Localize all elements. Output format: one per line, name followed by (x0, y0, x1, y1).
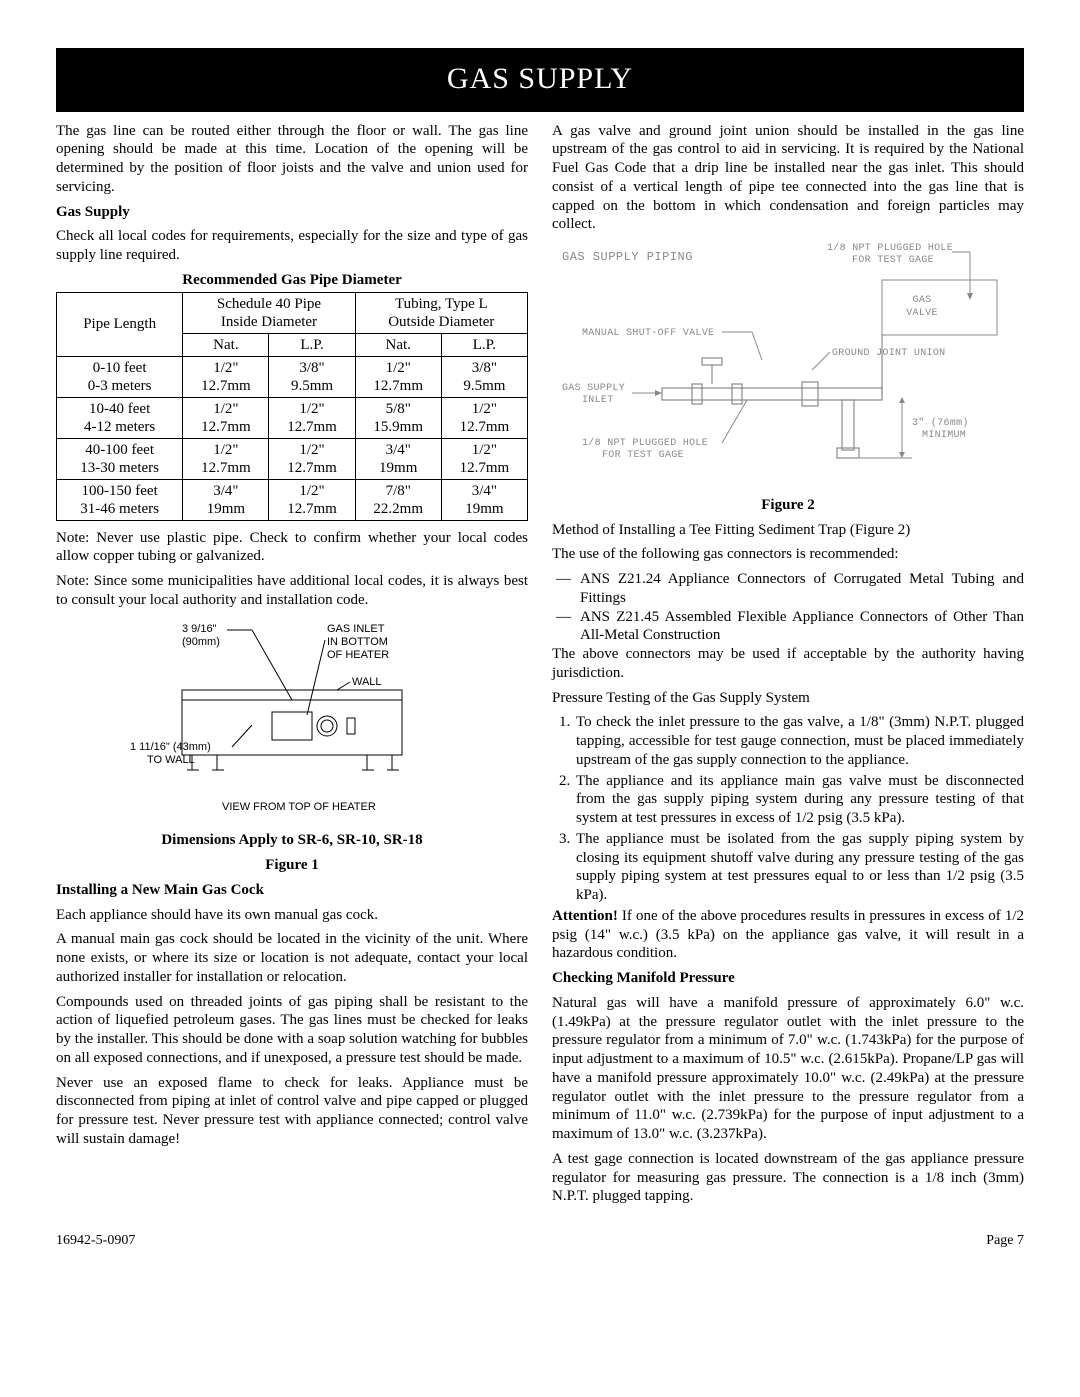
table-cell: 100-150 feet31-46 meters (57, 479, 183, 520)
recommend: The use of the following gas connectors … (552, 545, 1024, 564)
f1-dim1mm: (90mm) (182, 636, 220, 648)
heading-install: Installing a New Main Gas Cock (56, 881, 528, 900)
footer-right: Page 7 (986, 1232, 1024, 1250)
content-columns: The gas line can be routed either throug… (56, 122, 1024, 1213)
f2-gas: GAS (913, 295, 932, 306)
th-lp1: L.P. (269, 333, 355, 356)
pressure-steps: To check the inlet pressure to the gas v… (552, 713, 1024, 905)
table-cell: 1/2"12.7mm (183, 438, 269, 479)
dims-apply: Dimensions Apply to SR-6, SR-10, SR-18 (56, 831, 528, 850)
table-cell: 1/2"12.7mm (183, 397, 269, 438)
intro-para: The gas line can be routed either throug… (56, 122, 528, 197)
f2-inlet1: GAS SUPPLY (562, 383, 625, 394)
table-cell: 1/2"12.7mm (441, 397, 527, 438)
th-pipe-length: Pipe Length (57, 292, 183, 356)
gas-supply-para: Check all local codes for requirements, … (56, 227, 528, 265)
pipe-table: Pipe Length Schedule 40 PipeInside Diame… (56, 292, 528, 521)
table-title: Recommended Gas Pipe Diameter (56, 271, 528, 290)
table-cell: 3/4"19mm (355, 438, 441, 479)
f2-manual: MANUAL SHUT-OFF VALVE (582, 328, 714, 339)
f2-min2: MINIMUM (922, 430, 966, 441)
f2-npt-top2: FOR TEST GAGE (852, 255, 934, 266)
install-p2: A manual main gas cock should be located… (56, 930, 528, 986)
note1: Note: Never use plastic pipe. Check to c… (56, 529, 528, 567)
manifold-para: Natural gas will have a manifold pressur… (552, 994, 1024, 1144)
fig2-label: Figure 2 (552, 496, 1024, 515)
list-item: ANS Z21.45 Assembled Flexible Appliance … (552, 608, 1024, 646)
f1-view: VIEW FROM TOP OF HEATER (222, 801, 376, 813)
f2-title: GAS SUPPLY PIPING (562, 250, 693, 264)
f2-ground: GROUND JOINT UNION (832, 348, 945, 359)
install-p4: Never use an exposed flame to check for … (56, 1074, 528, 1149)
list-item: The appliance and its appliance main gas… (574, 772, 1024, 828)
table-cell: 3/4"19mm (183, 479, 269, 520)
heading-pressure: Pressure Testing of the Gas Supply Syste… (552, 689, 1024, 708)
f2-nptb1: 1/8 NPT PLUGGED HOLE (582, 437, 708, 449)
table-cell: 10-40 feet4-12 meters (57, 397, 183, 438)
table-cell: 1/2"12.7mm (269, 438, 355, 479)
figure-2: GAS SUPPLY PIPING 1/8 NPT PLUGGED HOLE F… (552, 240, 1012, 490)
table-cell: 1/2"12.7mm (269, 397, 355, 438)
f1-gasinlet: GAS INLET (327, 623, 385, 635)
th-nat2: Nat. (355, 333, 441, 356)
table-cell: 0-10 feet0-3 meters (57, 356, 183, 397)
footer-left: 16942-5-0907 (56, 1232, 135, 1250)
page-title: GAS SUPPLY (56, 48, 1024, 112)
table-cell: 7/8"22.2mm (355, 479, 441, 520)
f1-dim1: 3 9/16" (182, 623, 217, 635)
table-cell: 1/2"12.7mm (355, 356, 441, 397)
heading-gas-supply: Gas Supply (56, 203, 528, 222)
right-column: A gas valve and ground joint union shoul… (552, 122, 1024, 1213)
table-cell: 3/4"19mm (441, 479, 527, 520)
th-sched40: Schedule 40 PipeInside Diameter (183, 292, 355, 333)
fig1-label: Figure 1 (56, 856, 528, 875)
table-cell: 1/2"12.7mm (183, 356, 269, 397)
th-lp2: L.P. (441, 333, 527, 356)
connectors-list: ANS Z21.24 Appliance Connectors of Corru… (552, 570, 1024, 645)
f2-nptb2: FOR TEST GAGE (602, 450, 684, 461)
attention-para: Attention! If one of the above procedure… (552, 907, 1024, 963)
left-column: The gas line can be routed either throug… (56, 122, 528, 1213)
f2-inlet2: INLET (582, 395, 614, 406)
figure-1: 3 9/16" (90mm) GAS INLET IN BOTTOM OF HE… (122, 620, 462, 826)
list-item: To check the inlet pressure to the gas v… (574, 713, 1024, 769)
f1-dim2: 1 11/16" (43mm) (130, 741, 211, 753)
table-cell: 3/8"9.5mm (269, 356, 355, 397)
table-cell: 1/2"12.7mm (441, 438, 527, 479)
table-cell: 5/8"15.9mm (355, 397, 441, 438)
table-cell: 3/8"9.5mm (441, 356, 527, 397)
right-intro: A gas valve and ground joint union shoul… (552, 122, 1024, 235)
above-conn: The above connectors may be used if acce… (552, 645, 1024, 683)
f2-npt-top1: 1/8 NPT PLUGGED HOLE (827, 242, 953, 254)
f1-ofheater: OF HEATER (327, 649, 389, 661)
f1-inbottom: IN BOTTOM (327, 636, 388, 648)
install-p1: Each appliance should have its own manua… (56, 906, 528, 925)
test-gage-para: A test gage connection is located downst… (552, 1150, 1024, 1206)
th-nat1: Nat. (183, 333, 269, 356)
table-cell: 40-100 feet13-30 meters (57, 438, 183, 479)
note2: Note: Since some municipalities have add… (56, 572, 528, 610)
page-footer: 16942-5-0907 Page 7 (56, 1232, 1024, 1250)
method: Method of Installing a Tee Fitting Sedim… (552, 521, 1024, 540)
heading-manifold: Checking Manifold Pressure (552, 969, 1024, 988)
th-tubing: Tubing, Type LOutside Diameter (355, 292, 527, 333)
install-p3: Compounds used on threaded joints of gas… (56, 993, 528, 1068)
list-item: ANS Z21.24 Appliance Connectors of Corru… (552, 570, 1024, 608)
list-item: The appliance must be isolated from the … (574, 830, 1024, 905)
attention-text: If one of the above procedures results i… (552, 908, 1024, 962)
f2-valve: VALVE (906, 308, 938, 319)
f2-min1: 3" (76mm) (912, 417, 969, 429)
f1-towall: TO WALL (147, 754, 195, 766)
table-cell: 1/2"12.7mm (269, 479, 355, 520)
f1-wall: WALL (352, 676, 382, 688)
attention-word: Attention! (552, 908, 618, 924)
